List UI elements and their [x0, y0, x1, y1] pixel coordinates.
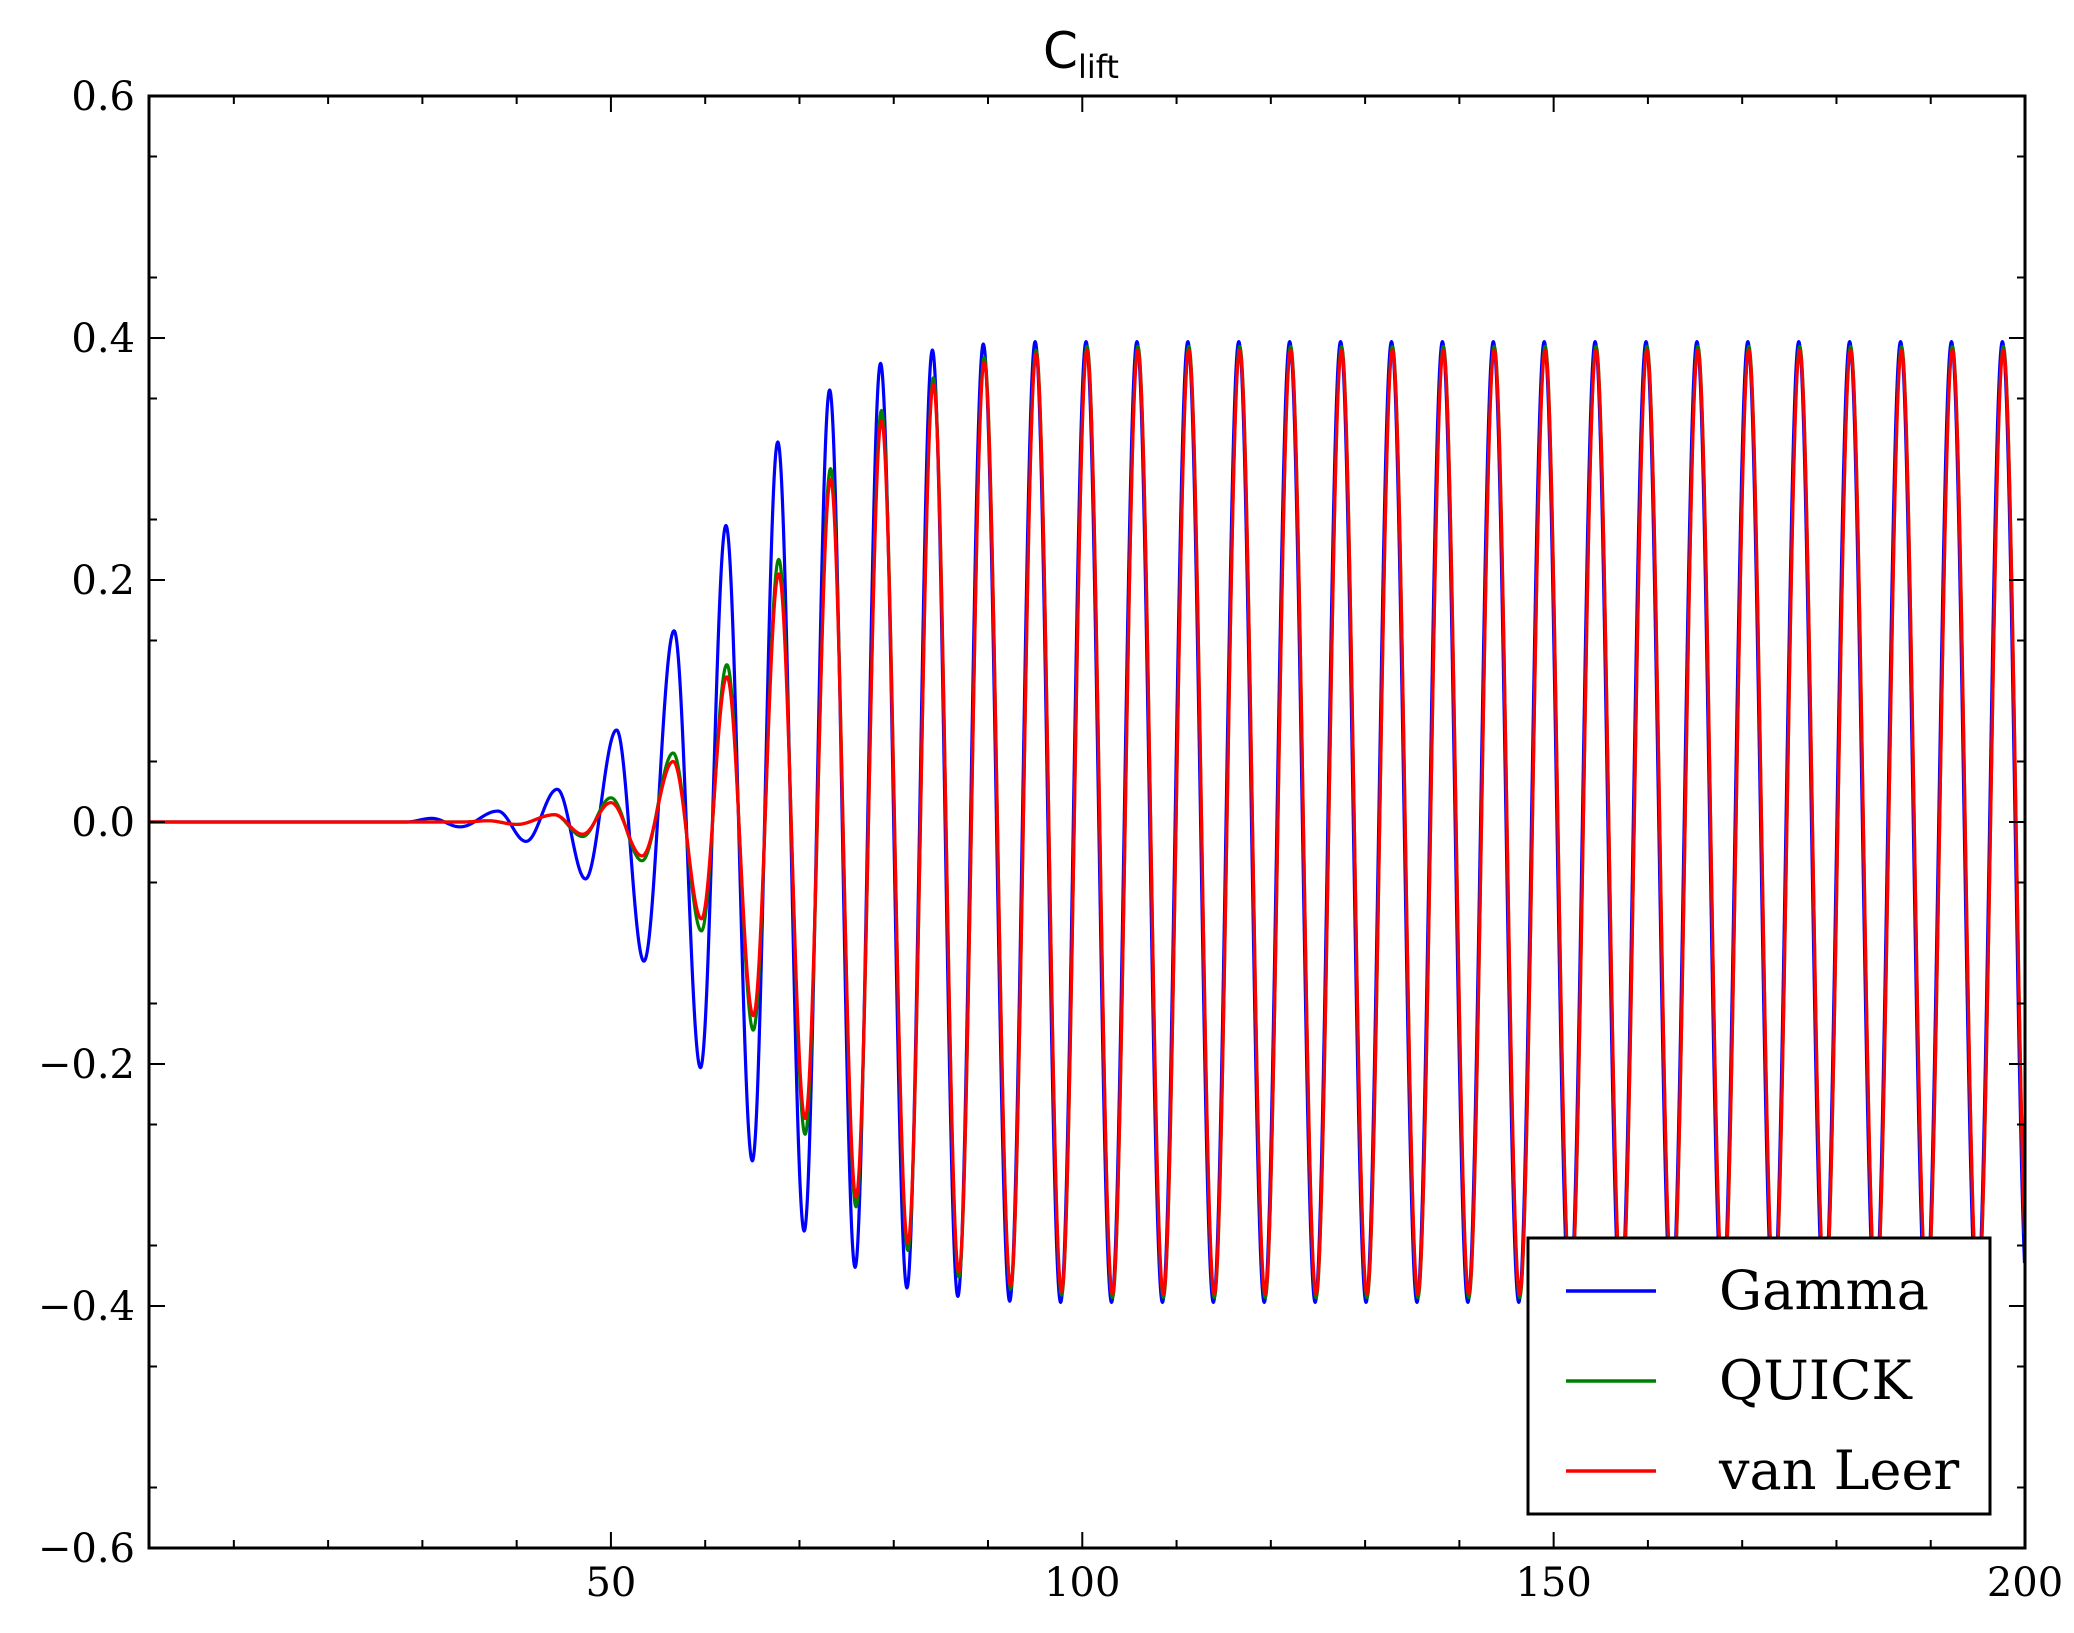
y-tick-label: 0.2	[71, 558, 135, 604]
y-tick-label: −0.2	[38, 1042, 135, 1088]
chart-title: Clift	[1043, 22, 1119, 86]
x-tick-label: 100	[1044, 1560, 1120, 1606]
x-tick-label: 200	[1987, 1560, 2063, 1606]
labels-layer: 50 100 150 200 −0.6 −0.4 −0.2 0.0 0.2 0.4 0.6	[38, 74, 2063, 1606]
legend-label-gamma: Gamma	[1719, 1259, 1929, 1322]
legend-label-van-leer: van Leer	[1718, 1439, 1959, 1502]
y-tick-label: −0.6	[38, 1526, 135, 1572]
plot-frame	[147, 94, 2027, 1550]
series-line-van-leer	[149, 348, 2025, 1296]
series-layer	[149, 340, 2025, 1304]
y-tick-label: 0.4	[71, 316, 135, 362]
y-tick-label: −0.4	[38, 1284, 135, 1330]
legend: Gamma QUICK van Leer	[1526, 1236, 1992, 1516]
y-tick-label: 0.0	[71, 800, 135, 846]
legend-label-quick: QUICK	[1719, 1349, 1913, 1412]
x-tick-label: 50	[585, 1560, 636, 1606]
legend-frame	[1526, 1236, 1992, 1516]
x-tick-label: 150	[1515, 1560, 1591, 1606]
y-tick-label: 0.6	[71, 74, 135, 120]
